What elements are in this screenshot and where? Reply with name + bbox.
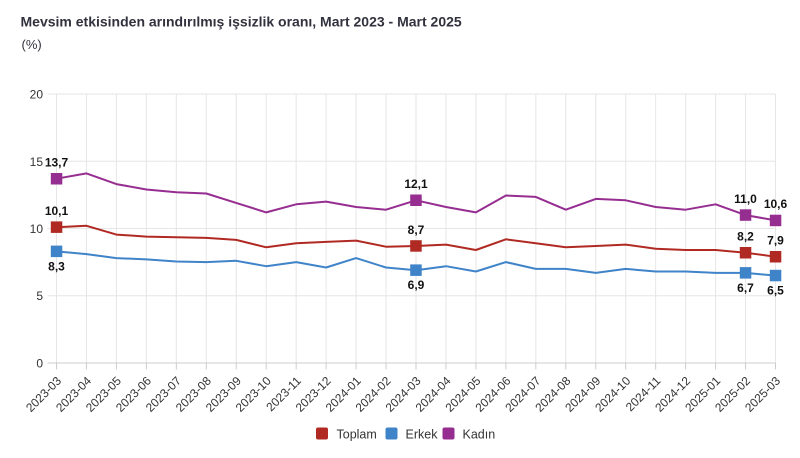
svg-text:Erkek: Erkek — [406, 428, 439, 442]
svg-text:10,1: 10,1 — [45, 204, 69, 218]
svg-text:8,7: 8,7 — [408, 223, 425, 237]
svg-text:8,3: 8,3 — [48, 259, 65, 273]
svg-text:10: 10 — [30, 222, 44, 236]
svg-text:13,7: 13,7 — [45, 156, 69, 170]
svg-text:10,6: 10,6 — [764, 197, 788, 211]
svg-text:7,9: 7,9 — [767, 234, 784, 248]
svg-text:11,0: 11,0 — [734, 192, 757, 206]
svg-text:12,1: 12,1 — [404, 177, 428, 191]
svg-text:Kadın: Kadın — [463, 428, 496, 442]
svg-text:6,9: 6,9 — [408, 278, 425, 292]
svg-text:Mevsim etkisinden arındırılmış: Mevsim etkisinden arındırılmış işsizlik … — [21, 14, 462, 30]
svg-text:8,2: 8,2 — [737, 230, 754, 244]
svg-text:6,7: 6,7 — [737, 281, 754, 295]
svg-text:(%): (%) — [22, 37, 42, 52]
svg-text:6,5: 6,5 — [767, 284, 784, 298]
svg-text:0: 0 — [36, 357, 43, 371]
svg-text:15: 15 — [30, 155, 44, 169]
svg-text:5: 5 — [36, 289, 43, 303]
svg-text:20: 20 — [30, 88, 44, 102]
svg-text:Toplam: Toplam — [337, 428, 377, 442]
